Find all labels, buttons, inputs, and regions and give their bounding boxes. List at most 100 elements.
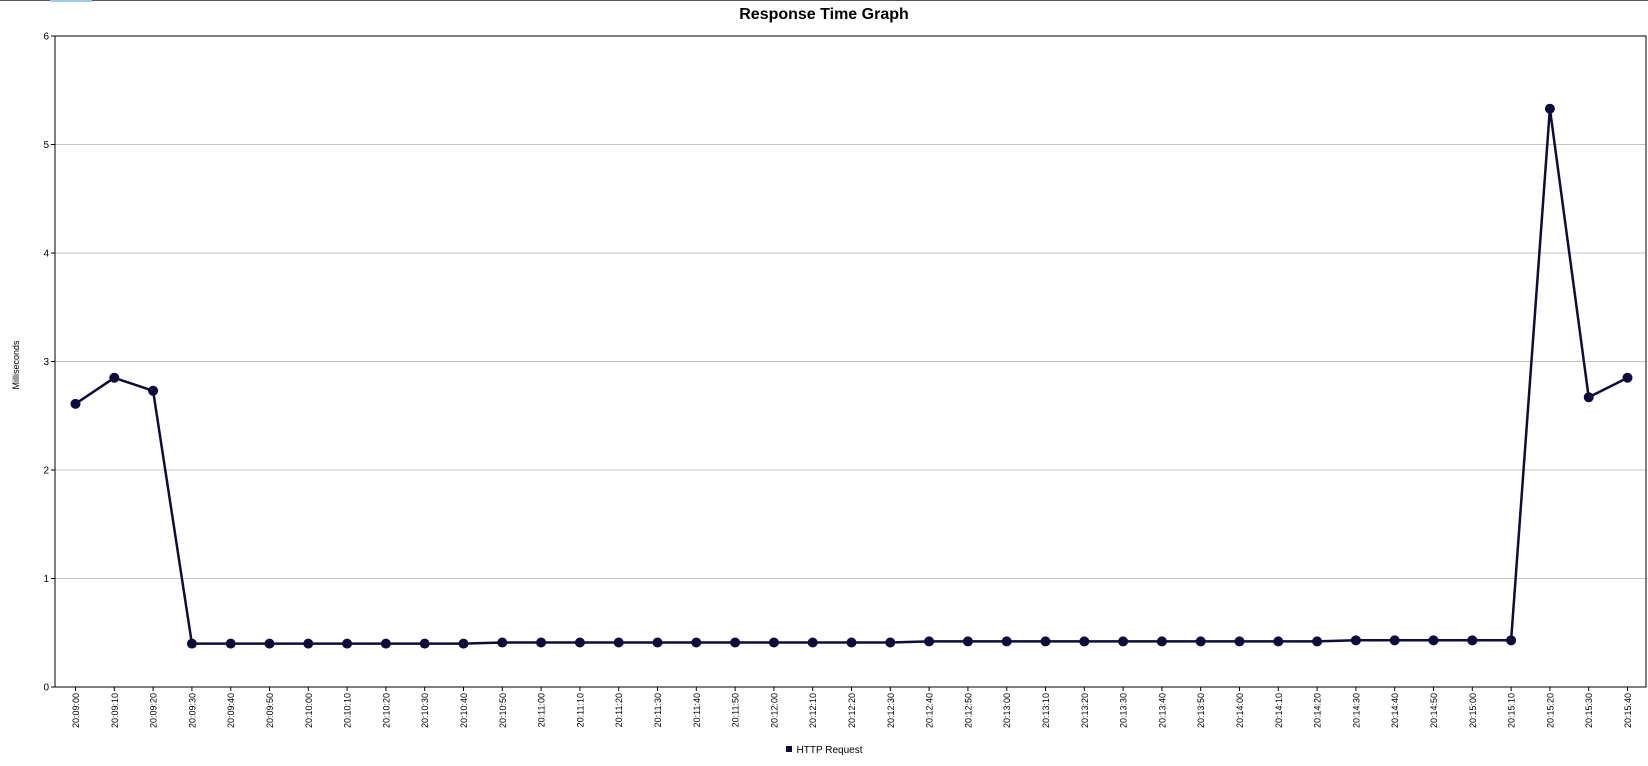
data-point [264, 638, 275, 649]
data-point [1389, 635, 1400, 646]
data-point [846, 637, 857, 648]
data-point [148, 385, 159, 396]
x-tick-label: 20:15:20 [1545, 693, 1555, 728]
x-tick-label: 20:15:10 [1507, 693, 1517, 728]
data-point [1040, 636, 1051, 647]
x-tick-label: 20:13:50 [1196, 693, 1206, 728]
data-point [342, 638, 353, 649]
top-tab-indicator [50, 0, 92, 2]
x-tick-label: 20:12:40 [925, 693, 935, 728]
data-point [419, 638, 430, 649]
data-point [924, 636, 935, 647]
x-tick-label: 20:10:50 [498, 693, 508, 728]
chart-title: Response Time Graph [739, 6, 909, 23]
data-point [1506, 635, 1517, 646]
x-tick-label: 20:09:10 [110, 693, 120, 728]
x-tick-label: 20:14:40 [1390, 693, 1400, 728]
series-layer [70, 103, 1633, 649]
legend-swatch [785, 746, 792, 752]
x-tick-label: 20:15:00 [1468, 693, 1478, 728]
y-tick-label: 5 [43, 140, 49, 151]
y-axis-label: Milliseconds [11, 340, 21, 390]
x-axis-ticks: 20:09:00 20:09:10 20:09:20 20:09:30 20:09:40… [71, 687, 1633, 728]
y-tick-label: 6 [43, 32, 49, 43]
data-point [807, 637, 818, 648]
top-border [0, 0, 1648, 1]
data-point [1156, 636, 1167, 647]
y-tick-label: 0 [43, 683, 49, 694]
data-point [1467, 635, 1478, 646]
x-tick-label: 20:10:00 [304, 693, 314, 728]
y-tick-label: 1 [43, 574, 49, 585]
data-point [962, 636, 973, 647]
x-tick-label: 20:12:00 [769, 693, 779, 728]
x-tick-label: 20:10:40 [459, 693, 469, 728]
x-tick-label: 20:11:30 [653, 693, 663, 727]
x-tick-label: 20:09:00 [71, 693, 81, 728]
x-tick-label: 20:15:30 [1584, 693, 1594, 728]
data-point [70, 398, 81, 409]
data-point [652, 637, 663, 648]
data-point [1195, 636, 1206, 647]
x-tick-label: 20:12:30 [886, 693, 896, 728]
data-point [1583, 392, 1594, 403]
x-tick-label: 20:15:40 [1623, 693, 1633, 728]
x-tick-label: 20:13:20 [1080, 693, 1090, 728]
data-point [225, 638, 236, 649]
data-point [1622, 372, 1633, 383]
data-point [1234, 636, 1245, 647]
x-tick-label: 20:10:10 [343, 693, 353, 728]
x-tick-label: 20:13:00 [1002, 693, 1012, 728]
y-tick-label: 3 [43, 357, 49, 368]
x-tick-label: 20:11:10 [575, 693, 585, 727]
data-point [1118, 636, 1129, 647]
data-point [109, 372, 120, 383]
series-line [74, 107, 1629, 645]
x-tick-label: 20:14:30 [1351, 693, 1361, 728]
data-point [1312, 636, 1323, 647]
data-point [1350, 635, 1361, 646]
x-tick-label: 20:11:20 [614, 693, 624, 727]
x-tick-label: 20:09:20 [149, 693, 159, 728]
data-point [1273, 636, 1284, 647]
x-tick-label: 20:13:10 [1041, 693, 1051, 728]
x-tick-label: 20:11:50 [731, 693, 741, 727]
x-tick-label: 20:14:10 [1274, 693, 1284, 728]
data-point [458, 638, 469, 649]
x-tick-label: 20:12:20 [847, 693, 857, 728]
legend-label: HTTP Request [796, 745, 863, 756]
x-tick-label: 20:10:30 [420, 693, 430, 728]
x-tick-label: 20:13:40 [1157, 693, 1167, 728]
data-point [730, 637, 741, 648]
grid-lines [55, 144, 1646, 579]
data-point [1544, 103, 1555, 114]
x-tick-label: 20:14:20 [1313, 693, 1323, 728]
data-point [691, 637, 702, 648]
data-point [1001, 636, 1012, 647]
x-tick-label: 20:11:40 [692, 693, 702, 727]
data-point [380, 638, 391, 649]
data-point [1079, 636, 1090, 647]
x-tick-label: 20:12:10 [808, 693, 818, 728]
data-point [536, 637, 547, 648]
data-point [768, 637, 779, 648]
x-tick-label: 20:12:50 [963, 693, 973, 728]
x-tick-label: 20:14:00 [1235, 693, 1245, 728]
data-point [186, 638, 197, 649]
data-point [497, 637, 508, 648]
x-tick-label: 20:10:20 [381, 693, 391, 728]
x-tick-label: 20:09:50 [265, 693, 275, 728]
data-point [574, 637, 585, 648]
data-point [1428, 635, 1439, 646]
data-point [303, 638, 314, 649]
y-tick-label: 4 [43, 249, 49, 260]
y-axis-ticks: 0 1 2 3 4 5 6 [43, 32, 55, 694]
y-tick-label: 2 [43, 466, 49, 477]
data-point [613, 637, 624, 648]
x-tick-label: 20:09:30 [187, 693, 197, 728]
x-tick-label: 20:09:40 [226, 693, 236, 728]
x-tick-label: 20:14:50 [1429, 693, 1439, 728]
x-tick-label: 20:11:00 [537, 693, 547, 727]
legend: HTTP Request [0, 745, 1648, 756]
